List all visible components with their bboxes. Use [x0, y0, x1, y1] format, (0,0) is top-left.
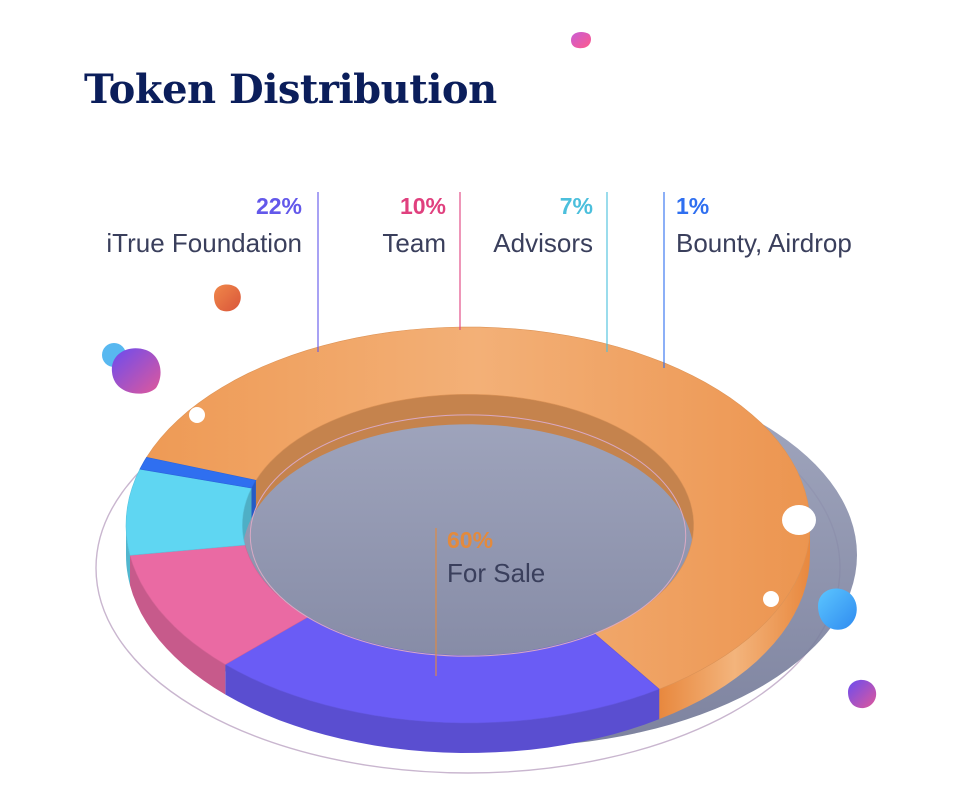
- value-label-bounty-airdrop: 1%: [676, 193, 709, 219]
- slice-inner-wall-bounty-airdrop: [251, 480, 256, 519]
- decor-dot-white-right: [782, 505, 816, 535]
- decor-dot-white-small: [763, 591, 779, 607]
- decor-blob-blue: [818, 588, 857, 630]
- category-label-team: Team: [382, 228, 446, 258]
- decor-blob-purple-left: [111, 348, 161, 394]
- value-label-advisors: 7%: [560, 193, 593, 219]
- slice-inner-wall-advisors: [242, 488, 252, 555]
- category-label-bounty-airdrop: Bounty, Airdrop: [676, 228, 852, 258]
- slice-outer-wall-advisors: [126, 525, 130, 586]
- category-label-itrue-foundation: iTrue Foundation: [106, 228, 302, 258]
- slice-bounty-airdrop: [139, 456, 257, 489]
- slice-outer-wall-team: [130, 555, 226, 695]
- slice-outer-wall-itrue-foundation: [225, 664, 660, 753]
- decor-blob-purple-right: [848, 679, 877, 709]
- decor-blob-pink: [571, 32, 591, 49]
- decor-inner-ring-line: [249, 414, 687, 657]
- value-label-itrue-foundation: 22%: [256, 193, 302, 219]
- category-label-for-sale: For Sale: [447, 558, 545, 588]
- value-label-team: 10%: [400, 193, 446, 219]
- decor-dot-white-left: [189, 407, 205, 423]
- slice-outer-wall-for-sale: [659, 525, 810, 720]
- category-label-advisors: Advisors: [493, 228, 593, 258]
- slice-inner-wall-for-sale: [255, 394, 694, 555]
- value-label-for-sale: 60%: [447, 527, 493, 553]
- decor-blob-orange: [214, 284, 241, 312]
- chart-title: Token Distribution: [84, 66, 497, 113]
